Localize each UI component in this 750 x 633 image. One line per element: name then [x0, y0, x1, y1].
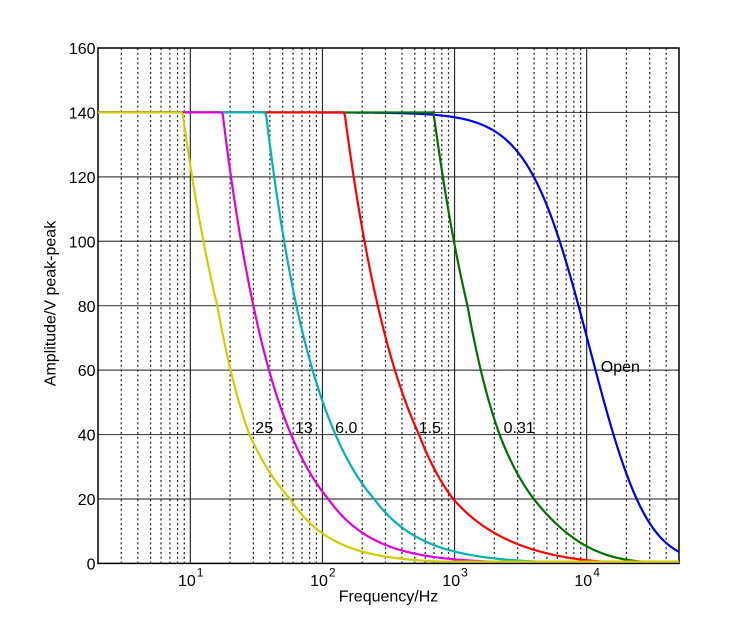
svg-text:10: 10: [178, 573, 196, 590]
svg-text:140: 140: [69, 106, 96, 123]
svg-text:13: 13: [295, 420, 313, 437]
svg-text:Amplitude/V peak-peak: Amplitude/V peak-peak: [42, 220, 59, 386]
svg-text:60: 60: [78, 363, 96, 380]
svg-text:0: 0: [87, 557, 96, 574]
svg-text:10: 10: [442, 573, 460, 590]
svg-text:20: 20: [78, 492, 96, 509]
svg-text:160: 160: [69, 41, 96, 58]
svg-text:10: 10: [310, 573, 328, 590]
svg-text:80: 80: [78, 299, 96, 316]
svg-text:1.5: 1.5: [419, 420, 441, 437]
svg-text:40: 40: [78, 428, 96, 445]
svg-text:120: 120: [69, 170, 96, 187]
svg-text:6.0: 6.0: [335, 420, 357, 437]
svg-text:1: 1: [197, 566, 204, 580]
svg-text:2: 2: [329, 566, 336, 580]
svg-text:100: 100: [69, 234, 96, 251]
svg-text:10: 10: [574, 573, 592, 590]
svg-text:Open: Open: [601, 359, 640, 376]
svg-text:3: 3: [461, 566, 468, 580]
svg-text:25: 25: [255, 420, 273, 437]
svg-text:4: 4: [593, 566, 600, 580]
svg-text:0.31: 0.31: [504, 420, 535, 437]
svg-text:Frequency/Hz: Frequency/Hz: [339, 589, 439, 606]
